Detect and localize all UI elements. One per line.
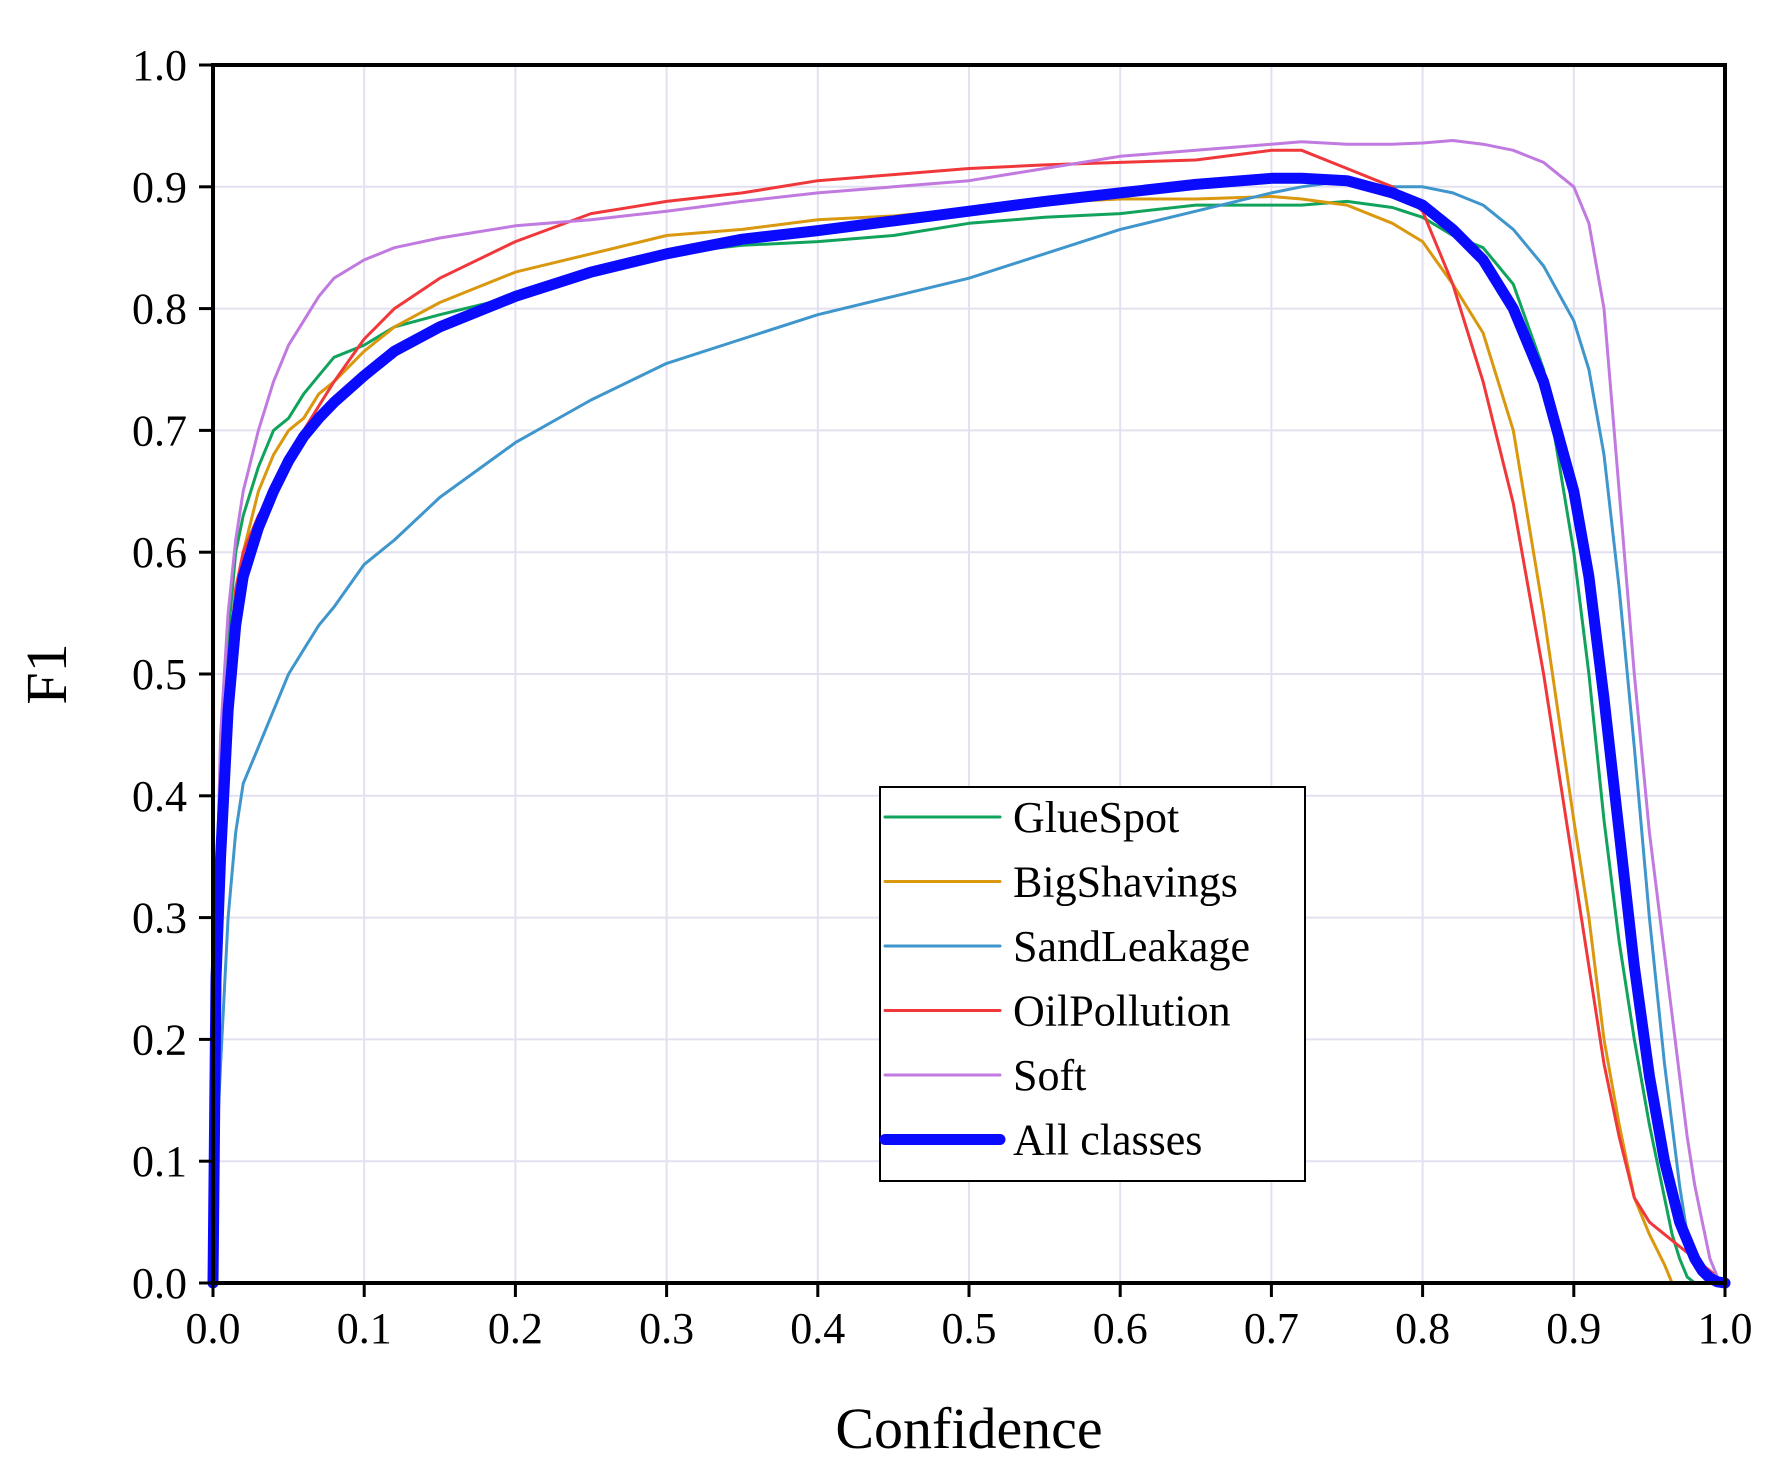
x-tick-label: 0.8 bbox=[1395, 1304, 1450, 1353]
legend-label: SandLeakage bbox=[1013, 922, 1250, 971]
x-tick-label: 0.4 bbox=[790, 1304, 845, 1353]
y-tick-label: 1.0 bbox=[132, 41, 187, 90]
y-tick-label: 0.7 bbox=[132, 406, 187, 455]
y-tick-label: 0.8 bbox=[132, 285, 187, 334]
series-line-gluespot bbox=[211, 199, 1697, 1285]
x-tick-label: 0.3 bbox=[639, 1304, 694, 1353]
x-tick-label: 0.7 bbox=[1244, 1304, 1299, 1353]
x-tick-label: 0.2 bbox=[488, 1304, 543, 1353]
series-line-soft bbox=[211, 139, 1727, 1285]
legend-box bbox=[879, 786, 1306, 1182]
legend-label: BigShavings bbox=[1013, 858, 1238, 907]
x-tick-label: 0.5 bbox=[942, 1304, 997, 1353]
series-line-all-classes bbox=[207, 172, 1731, 1289]
x-tick-label: 0.0 bbox=[186, 1304, 241, 1353]
y-tick-label: 0.6 bbox=[132, 528, 187, 577]
x-tick-label: 0.6 bbox=[1093, 1304, 1148, 1353]
series-lines bbox=[207, 139, 1731, 1289]
y-tick-label: 0.3 bbox=[132, 894, 187, 943]
y-tick-label: 0.9 bbox=[132, 163, 187, 212]
legend-label: Soft bbox=[1013, 1051, 1086, 1100]
x-tick-label: 1.0 bbox=[1698, 1304, 1753, 1353]
legend-label: OilPollution bbox=[1013, 987, 1231, 1036]
series-line-sandleakage bbox=[211, 179, 1719, 1285]
y-axis-title: F1 bbox=[14, 643, 79, 704]
legend-label: GlueSpot bbox=[1013, 793, 1179, 842]
y-tick-label: 0.1 bbox=[132, 1137, 187, 1186]
legend-label: All classes bbox=[1013, 1116, 1202, 1165]
y-tick-label: 0.2 bbox=[132, 1015, 187, 1064]
x-tick-label: 0.1 bbox=[337, 1304, 392, 1353]
ticks: 0.0 0.1 0.2 0.3 0.4 0.5 0.6 0.7 0.8 0.9 1.0 0.0 0.1 0… bbox=[132, 41, 1753, 1353]
y-tick-label: 0.5 bbox=[132, 650, 187, 699]
y-tick-label: 0.0 bbox=[132, 1259, 187, 1308]
x-axis-title: Confidence bbox=[835, 1396, 1102, 1461]
y-tick-label: 0.4 bbox=[132, 772, 187, 821]
legend: GlueSpot BigShavings SandLeakage OilPolluti… bbox=[879, 786, 1306, 1182]
x-tick-label: 0.9 bbox=[1546, 1304, 1601, 1353]
